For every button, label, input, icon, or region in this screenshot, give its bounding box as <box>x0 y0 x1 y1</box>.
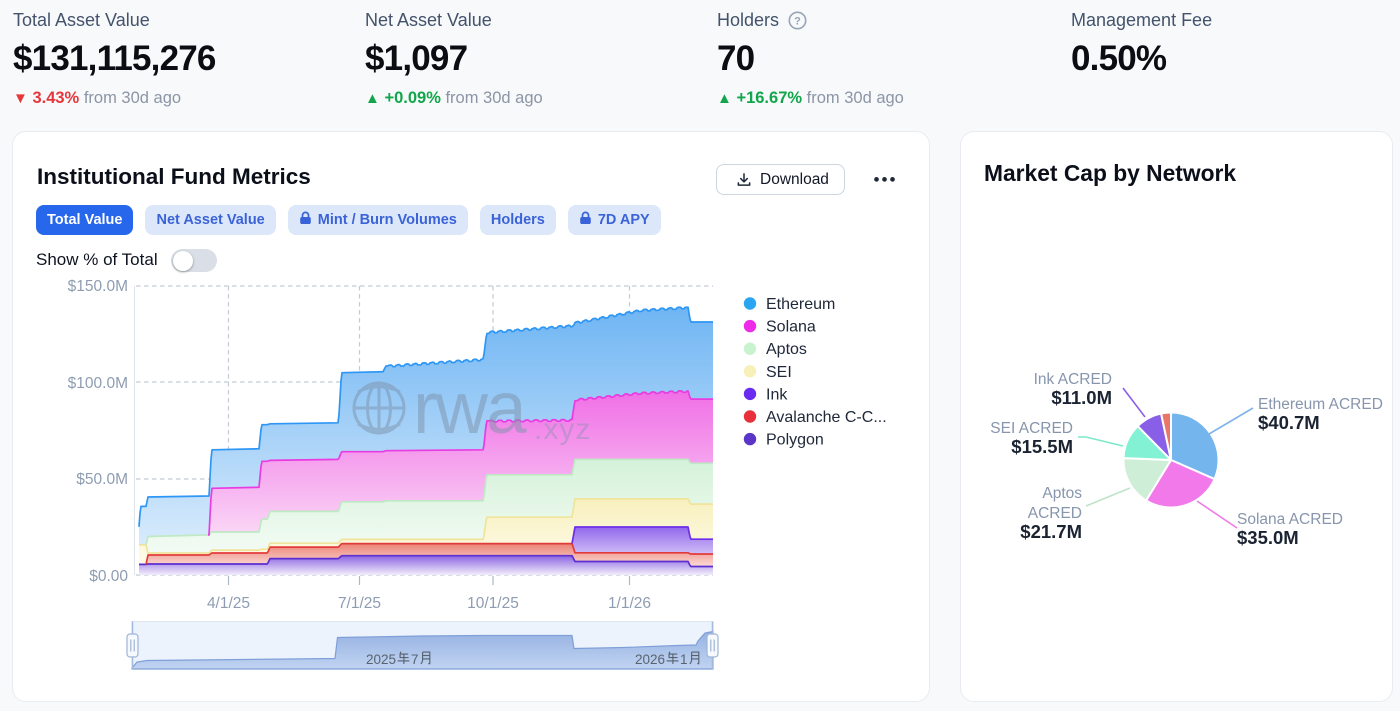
svg-text:2025: 2025 <box>366 652 396 667</box>
svg-text:Avalanche C-C...: Avalanche C-C... <box>766 409 887 426</box>
svg-text:?: ? <box>794 15 801 27</box>
svg-text:$150.0M: $150.0M <box>68 278 128 295</box>
svg-text:$100.0M: $100.0M <box>68 375 128 392</box>
svg-text:$0.00: $0.00 <box>89 568 128 585</box>
svg-text:Ethereum ACRED: Ethereum ACRED <box>1258 396 1383 413</box>
svg-text:Polygon: Polygon <box>766 432 824 449</box>
svg-text:$35.0M: $35.0M <box>1237 527 1299 548</box>
svg-text:Ink ACRED: Ink ACRED <box>1034 371 1112 388</box>
svg-text:7/1/25: 7/1/25 <box>338 595 381 612</box>
svg-text:$40.7M: $40.7M <box>1258 412 1320 433</box>
svg-text:$21.7M: $21.7M <box>1020 521 1082 542</box>
svg-text:Aptos: Aptos <box>1042 485 1082 502</box>
svg-text:$11.0M: $11.0M <box>1051 387 1112 408</box>
svg-text:Solana ACRED: Solana ACRED <box>1237 511 1343 528</box>
svg-text:$15.5M: $15.5M <box>1011 436 1073 457</box>
svg-text:Aptos: Aptos <box>766 341 807 358</box>
svg-text:4/1/25: 4/1/25 <box>207 595 250 612</box>
svg-text:SEI: SEI <box>766 364 792 381</box>
svg-text:ACRED: ACRED <box>1028 505 1082 522</box>
svg-text:10/1/25: 10/1/25 <box>467 595 519 612</box>
svg-text:.xyz: .xyz <box>534 413 591 446</box>
svg-text:Ink: Ink <box>766 386 788 403</box>
svg-text:Ethereum: Ethereum <box>766 296 835 313</box>
svg-text:7: 7 <box>411 652 419 667</box>
svg-text:SEI ACRED: SEI ACRED <box>990 420 1073 437</box>
svg-text:1: 1 <box>680 652 688 667</box>
svg-text:$50.0M: $50.0M <box>76 471 128 488</box>
svg-text:Solana: Solana <box>766 319 816 336</box>
svg-text:2026: 2026 <box>635 652 665 667</box>
svg-text:1/1/26: 1/1/26 <box>608 595 651 612</box>
svg-text:rwa: rwa <box>413 368 527 449</box>
